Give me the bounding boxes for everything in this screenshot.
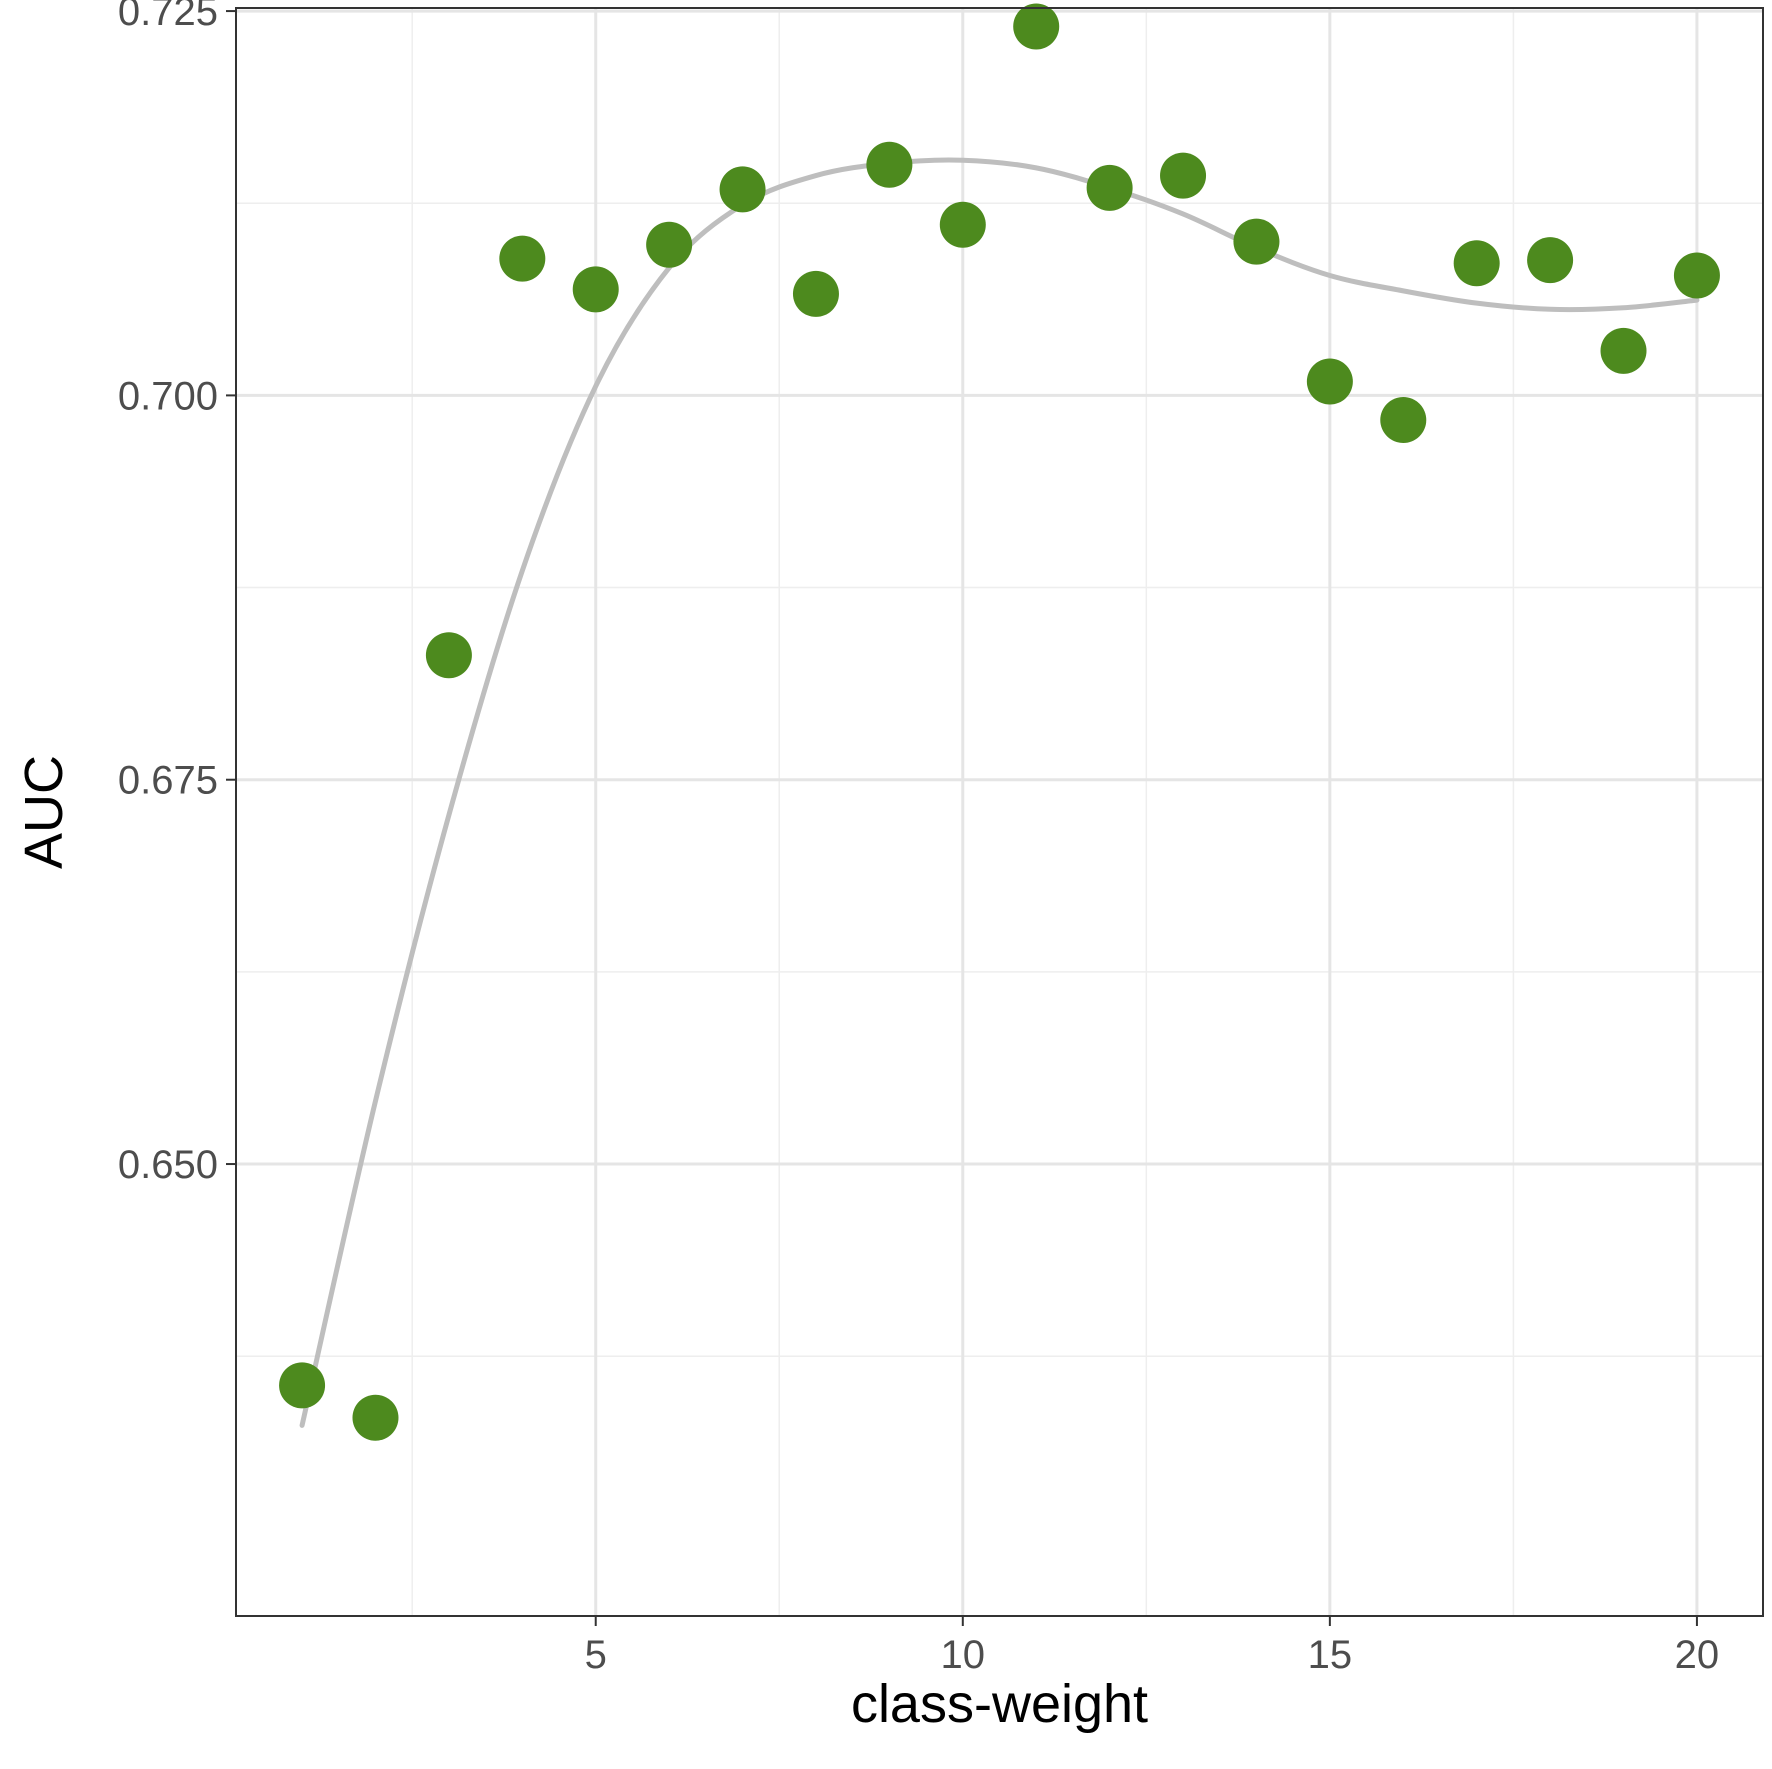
- x-tick-label: 5: [585, 1633, 607, 1677]
- x-axis-title: class-weight: [851, 1674, 1148, 1734]
- x-axis-ticks: 5 10 15 20: [585, 1616, 1720, 1677]
- data-point: [1600, 327, 1647, 374]
- data-point: [1306, 358, 1353, 405]
- data-point: [1013, 3, 1060, 50]
- data-point: [1160, 152, 1207, 199]
- data-point: [866, 141, 913, 188]
- x-tick-label: 15: [1308, 1633, 1353, 1677]
- y-tick-label: 0.700: [118, 374, 218, 418]
- data-point: [1527, 237, 1574, 284]
- data-point: [279, 1362, 326, 1409]
- data-point: [425, 632, 472, 679]
- data-point: [646, 221, 693, 268]
- data-point: [1233, 218, 1280, 265]
- data-point: [1380, 396, 1427, 443]
- data-point: [939, 201, 986, 248]
- data-point: [572, 266, 619, 313]
- data-points-layer: [279, 3, 1720, 1441]
- y-axis-ticks: 0.650 0.675 0.700 0.725: [118, 0, 236, 1187]
- data-point: [792, 270, 839, 317]
- x-tick-label: 10: [941, 1633, 986, 1677]
- data-point: [1453, 240, 1500, 287]
- data-point: [719, 166, 766, 213]
- y-axis-title: AUC: [14, 755, 74, 869]
- x-tick-label: 20: [1675, 1633, 1720, 1677]
- minor-gridlines: [236, 8, 1763, 1616]
- y-tick-label: 0.725: [118, 0, 218, 34]
- data-point: [499, 235, 546, 282]
- data-point: [352, 1394, 399, 1441]
- y-tick-label: 0.675: [118, 759, 218, 803]
- data-point: [1673, 252, 1720, 299]
- panel-border: [235, 7, 1764, 1617]
- data-point: [1086, 164, 1133, 211]
- y-tick-label: 0.650: [118, 1143, 218, 1187]
